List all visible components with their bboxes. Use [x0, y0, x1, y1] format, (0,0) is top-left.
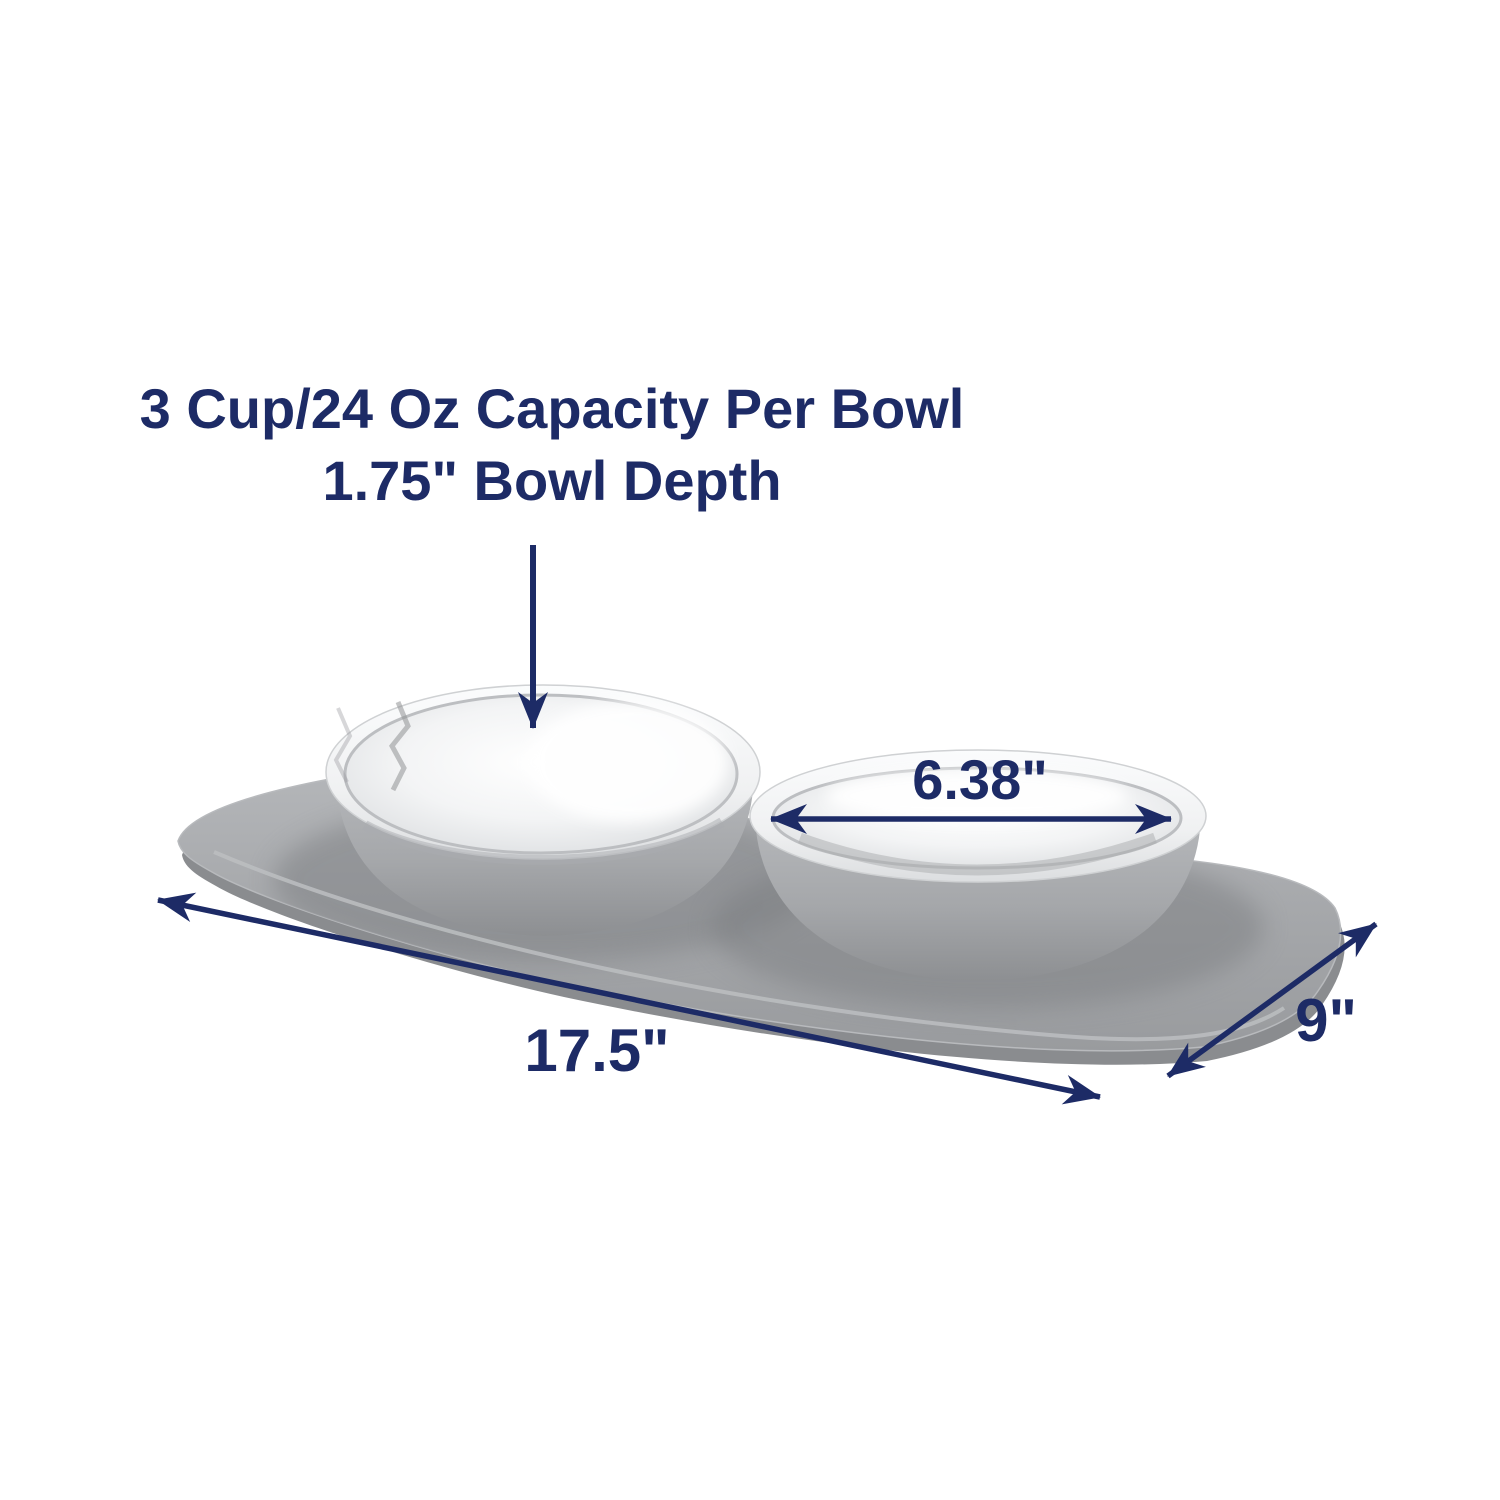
mat-width-label: 9" — [1295, 987, 1357, 1054]
dimension-annotations: 3 Cup/24 Oz Capacity Per Bowl 1.75" Bowl… — [140, 377, 1378, 1105]
left-bowl-inner-wall-shade — [362, 817, 725, 865]
mat-length-label: 17.5" — [524, 1017, 669, 1084]
left-bowl-reflection-zigzag — [389, 701, 411, 792]
mat-length-arrow — [157, 892, 1101, 1105]
mat-width-arrow — [1166, 921, 1378, 1079]
capacity-label-line1: 3 Cup/24 Oz Capacity Per Bowl — [140, 377, 965, 440]
capacity-label-line2: 1.75" Bowl Depth — [322, 449, 781, 512]
left-bowl-reflection-zigzag-2 — [333, 707, 353, 783]
right-bowl-inner-wall-shade — [798, 832, 1157, 876]
bowl-diameter-label: 6.38" — [912, 748, 1048, 811]
left-bowl-highlight — [528, 702, 728, 822]
